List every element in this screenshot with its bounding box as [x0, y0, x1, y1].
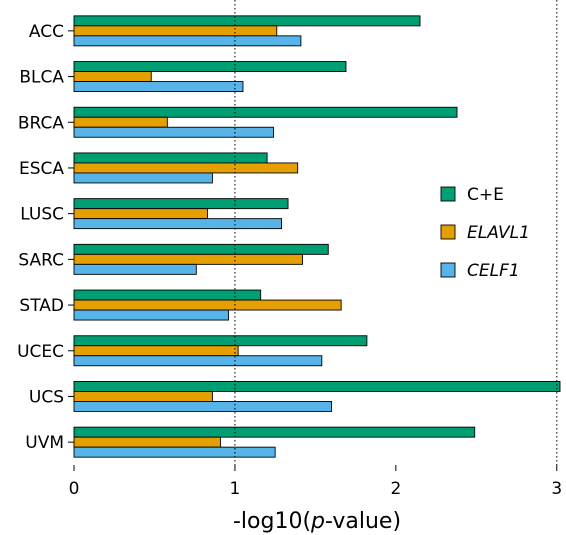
bar-esca-elavl1 — [73, 162, 299, 174]
bar-acc-ce — [73, 15, 421, 27]
x-axis: 0 1 2 3 — [69, 465, 562, 499]
bar-ucec-ce — [73, 335, 368, 347]
bar-blca-elavl1 — [73, 71, 152, 83]
bar-ucs-elavl1 — [73, 391, 213, 402]
y-tick-label-ucec: UCEC — [17, 342, 64, 362]
y-tick-label-sarc: SARC — [18, 250, 64, 270]
bar-stad-elavl1 — [73, 299, 342, 311]
y-axis: ACC BLCA BRCA ESCA LUSC SARC STAD UCEC UCS UVM — [17, 22, 74, 453]
bar-blca-celf1 — [73, 81, 244, 93]
x-tick-label-0: 0 — [69, 479, 80, 499]
legend-label-ce: C+E — [467, 185, 504, 205]
bar-sarc-elavl1 — [73, 253, 303, 265]
y-tick-label-stad: STAD — [19, 296, 64, 316]
y-tick-label-ucs: UCS — [29, 387, 64, 407]
legend: C+E ELAVL1 CELF1 — [440, 185, 530, 281]
legend-swatch-celf1 — [440, 262, 456, 278]
bar-ucs-ce — [73, 381, 561, 392]
bar-sarc-ce — [73, 243, 329, 255]
bar-lusc-ce — [73, 198, 289, 210]
bar-acc-elavl1 — [73, 25, 278, 37]
y-tick-label-esca: ESCA — [19, 159, 64, 179]
y-tick-label-blca: BLCA — [19, 68, 64, 88]
bar-esca-celf1 — [73, 172, 213, 184]
y-tick-label-acc: ACC — [29, 22, 64, 42]
bar-stad-ce — [73, 289, 262, 301]
bar-acc-celf1 — [73, 35, 302, 47]
bar-brca-elavl1 — [73, 116, 168, 128]
x-tick-label-1: 1 — [230, 479, 241, 499]
bar-stad-celf1 — [73, 309, 229, 321]
bar-ucec-celf1 — [73, 355, 323, 367]
bar-lusc-elavl1 — [73, 208, 209, 220]
x-tick-label-3: 3 — [551, 479, 562, 499]
legend-swatch-elavl1 — [440, 224, 456, 240]
bar-sarc-celf1 — [73, 263, 197, 275]
legend-label-elavl1: ELAVL1 — [467, 223, 530, 243]
bar-ucs-celf1 — [73, 401, 332, 412]
y-tick-label-lusc: LUSC — [20, 205, 64, 225]
bar-brca-celf1 — [73, 126, 274, 138]
bars-group — [73, 15, 561, 458]
legend-swatch-ce — [440, 186, 456, 202]
bar-uvm-elavl1 — [73, 436, 221, 448]
y-tick-label-brca: BRCA — [18, 113, 64, 133]
bar-lusc-celf1 — [73, 218, 283, 230]
x-axis-title: -log10(p-value) — [233, 509, 401, 534]
legend-label-celf1: CELF1 — [467, 261, 520, 281]
bar-esca-ce — [73, 152, 268, 164]
bar-uvm-celf1 — [73, 446, 276, 458]
bar-uvm-ce — [73, 426, 476, 438]
y-tick-label-uvm: UVM — [25, 433, 64, 453]
bar-blca-ce — [73, 61, 347, 72]
x-tick-label-2: 2 — [390, 479, 401, 499]
bar-ucec-elavl1 — [73, 345, 239, 357]
reference-lines — [234, 0, 558, 465]
bar-brca-ce — [73, 106, 458, 118]
